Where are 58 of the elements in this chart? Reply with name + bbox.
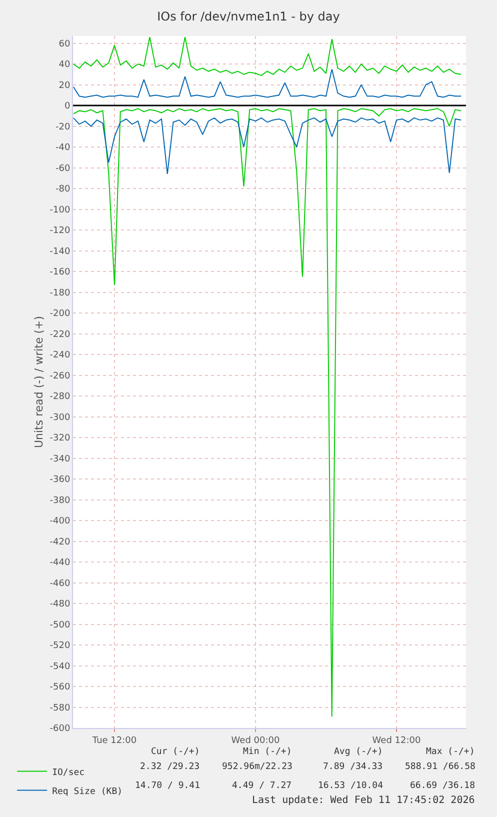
y-tick-label: -60 (55, 164, 70, 174)
text: 952.96m/22.23 (222, 762, 292, 772)
y-tick-label: -120 (50, 226, 70, 236)
text: 66.69 /36.18 (410, 781, 476, 791)
y-tick-label: -560 (50, 682, 70, 693)
y-tick-label: -80 (55, 184, 70, 195)
x-tick-label: Tue 12:00 (91, 736, 137, 746)
text: Min (-/+) (243, 747, 292, 757)
chart-title: IOs for /dev/nvme1n1 - by day (157, 9, 340, 24)
y-tick-label: -520 (50, 641, 70, 652)
y-tick-label: -200 (50, 309, 70, 320)
y-tick-label: -460 (50, 578, 70, 589)
y-tick-label: 40 (58, 60, 70, 70)
y-tick-label: -100 (50, 205, 70, 216)
y-tick-label: -440 (50, 558, 70, 568)
y-tick-label: -260 (50, 371, 70, 382)
line-series (73, 68, 462, 98)
y-tick-label: -420 (50, 537, 70, 548)
text: 7.89 /34.33 (323, 762, 383, 772)
y-tick-label: -20 (55, 122, 70, 132)
text: 16.53 /10.04 (318, 781, 384, 791)
y-tick-label: -220 (50, 330, 70, 340)
y-tick-label: -280 (50, 392, 70, 402)
y-tick-label: -580 (50, 703, 70, 714)
y-tick-label: -380 (50, 496, 70, 506)
y-tick-label: 60 (58, 39, 70, 50)
y-tick-label: -540 (50, 662, 70, 672)
text: Cur (-/+) (151, 747, 200, 757)
line-series (73, 108, 462, 718)
text: Avg (-/+) (334, 747, 383, 757)
y-tick-label: -360 (50, 475, 70, 486)
text: 588.91 /66.58 (405, 762, 476, 772)
y-tick-label: -160 (50, 268, 70, 278)
y-tick-label: 0 (64, 102, 70, 112)
legend-label: Req Size (KB) (52, 786, 123, 797)
x-tick-label: Wed 00:00 (231, 736, 280, 746)
line-series (73, 36, 462, 76)
y-axis-title: Units read (-) / write (+) (32, 316, 46, 448)
text: 4.49 / 7.27 (232, 781, 292, 791)
y-tick-label: -240 (50, 350, 70, 361)
y-tick-label: -320 (50, 434, 70, 444)
x-tick-label: Wed 12:00 (372, 736, 421, 746)
text: Max (-/+) (426, 747, 475, 757)
legend-label: IO/sec (52, 768, 85, 778)
y-tick-label: -340 (50, 454, 70, 464)
text: 2.32 /29.23 (140, 762, 200, 772)
y-tick-label: 20 (58, 80, 70, 91)
y-tick-label: -600 (50, 724, 70, 734)
line-series (73, 117, 462, 174)
y-tick-label: -300 (50, 412, 70, 423)
y-tick-label: -400 (50, 516, 70, 527)
text: Last update: Wed Feb 11 17:45:02 2026 (252, 795, 475, 806)
text: 14.70 / 9.41 (135, 781, 200, 791)
y-tick-label: -480 (50, 600, 70, 610)
y-tick-label: -180 (50, 288, 70, 298)
y-tick-label: -500 (50, 620, 70, 630)
y-tick-label: -140 (50, 246, 70, 257)
y-tick-label: -40 (55, 143, 70, 154)
